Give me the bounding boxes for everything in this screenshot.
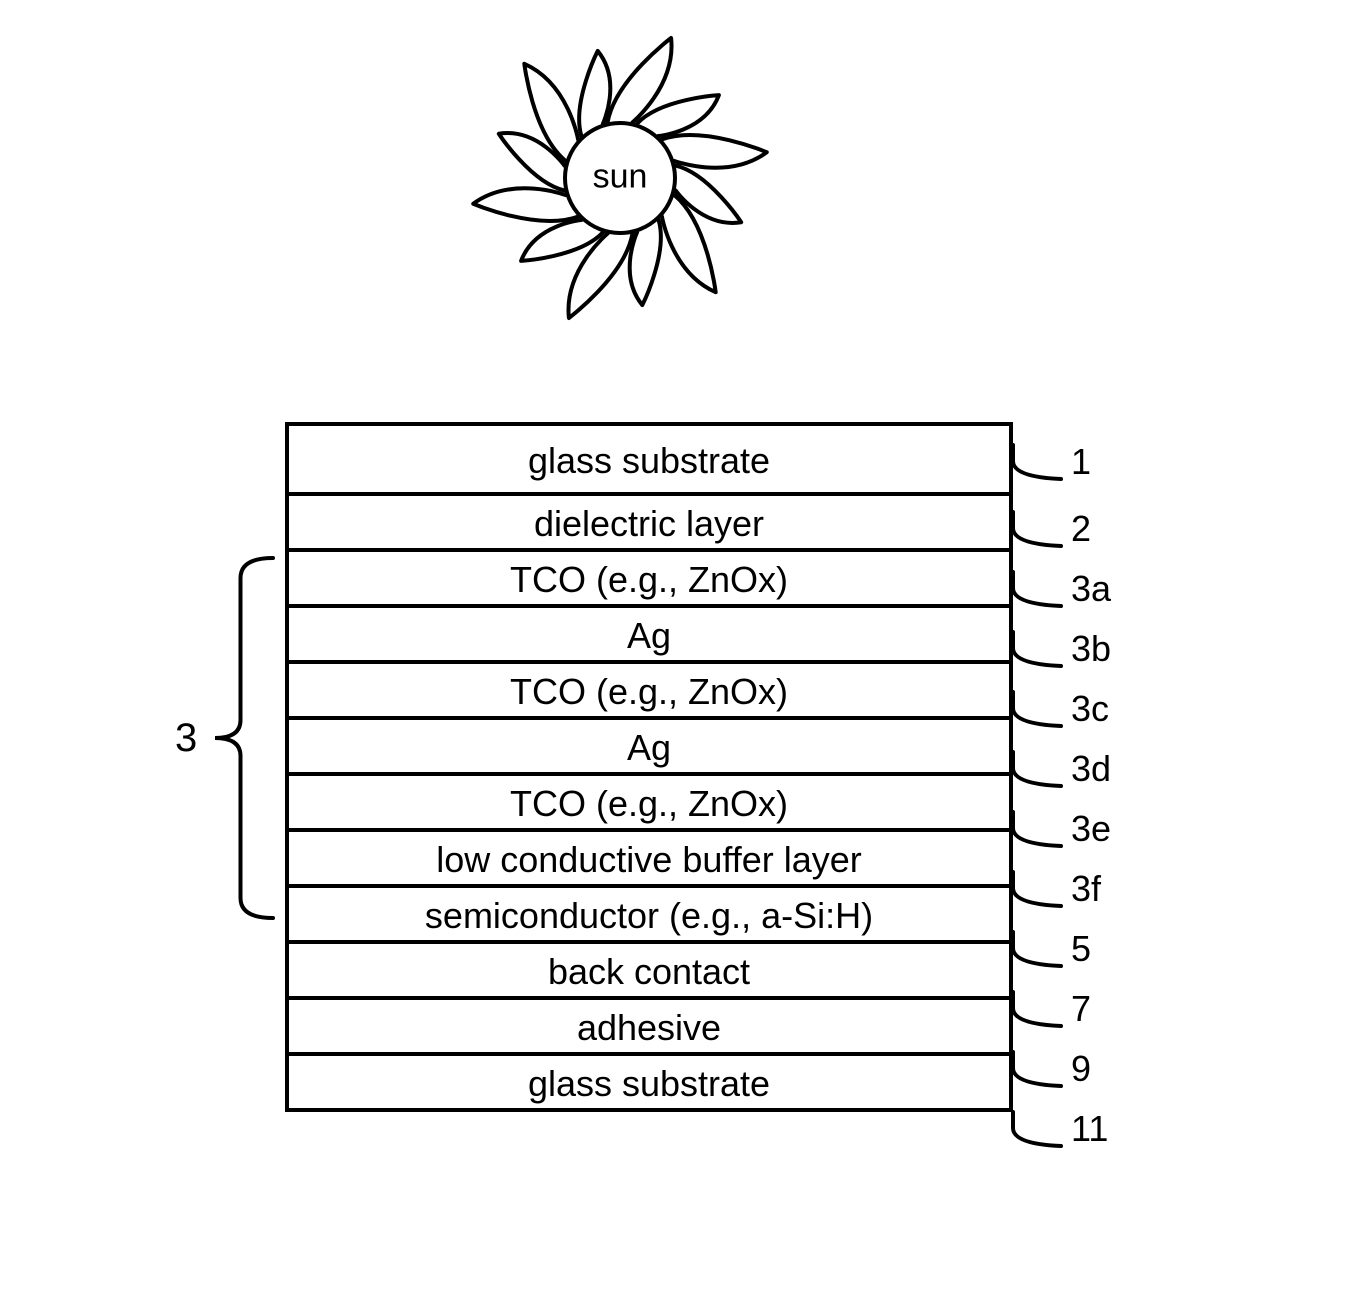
leader-tick xyxy=(1007,988,1077,1048)
layer-label: 2 xyxy=(1071,508,1091,550)
layer-label: 3c xyxy=(1071,688,1109,730)
layer-text: Ag xyxy=(627,615,671,656)
layer-row: TCO (e.g., ZnOx) xyxy=(289,552,1009,608)
leader-tick xyxy=(1007,748,1077,808)
layer-row: back contact xyxy=(289,944,1009,1000)
layer-row: semiconductor (e.g., a-Si:H) xyxy=(289,888,1009,944)
leader-tick xyxy=(1007,688,1077,748)
leader-tick xyxy=(1007,808,1077,868)
leader-tick xyxy=(1007,441,1077,501)
leader-tick xyxy=(1007,568,1077,628)
layer-text: TCO (e.g., ZnOx) xyxy=(510,559,788,600)
layer-stack: glass substrate dielectric layer TCO (e.g.… xyxy=(285,422,1013,1112)
layer-text: glass substrate xyxy=(528,1063,770,1104)
layer-text: adhesive xyxy=(577,1007,721,1048)
leader-tick xyxy=(1007,868,1077,928)
layer-text: low conductive buffer layer xyxy=(436,839,862,880)
leader-tick xyxy=(1007,508,1077,568)
layer-text: Ag xyxy=(627,727,671,768)
group-brace xyxy=(209,548,279,928)
layer-text: glass substrate xyxy=(528,440,770,481)
figure-canvas: sun glass substrate dielectric layer TCO (… xyxy=(0,0,1346,1296)
layer-row: adhesive xyxy=(289,1000,1009,1056)
sun: sun xyxy=(470,28,770,328)
layer-text: dielectric layer xyxy=(534,503,764,544)
layer-row: TCO (e.g., ZnOx) xyxy=(289,664,1009,720)
layer-label: 3a xyxy=(1071,568,1111,610)
group-label: 3 xyxy=(175,716,197,761)
layer-label: 7 xyxy=(1071,988,1091,1030)
layer-row: TCO (e.g., ZnOx) xyxy=(289,776,1009,832)
layer-row: low conductive buffer layer xyxy=(289,832,1009,888)
layer-row: glass substrate xyxy=(289,1056,1009,1112)
layer-label: 3f xyxy=(1071,868,1101,910)
layer-text: back contact xyxy=(548,951,750,992)
leader-tick xyxy=(1007,928,1077,988)
layer-label: 1 xyxy=(1071,441,1091,483)
layer-text: TCO (e.g., ZnOx) xyxy=(510,671,788,712)
layer-row: Ag xyxy=(289,720,1009,776)
layer-label: 9 xyxy=(1071,1048,1091,1090)
leader-tick xyxy=(1007,628,1077,688)
leader-tick xyxy=(1007,1048,1077,1108)
layer-label: 5 xyxy=(1071,928,1091,970)
layer-text: TCO (e.g., ZnOx) xyxy=(510,783,788,824)
layer-row: dielectric layer xyxy=(289,496,1009,552)
layer-row: glass substrate xyxy=(289,426,1009,496)
leader-tick xyxy=(1007,1108,1077,1168)
layer-text: semiconductor (e.g., a-Si:H) xyxy=(425,895,873,936)
layer-label: 3d xyxy=(1071,748,1111,790)
layer-label: 3b xyxy=(1071,628,1111,670)
sun-label: sun xyxy=(593,158,648,197)
layer-row: Ag xyxy=(289,608,1009,664)
layer-label: 3e xyxy=(1071,808,1111,850)
layer-label: 11 xyxy=(1071,1108,1108,1150)
